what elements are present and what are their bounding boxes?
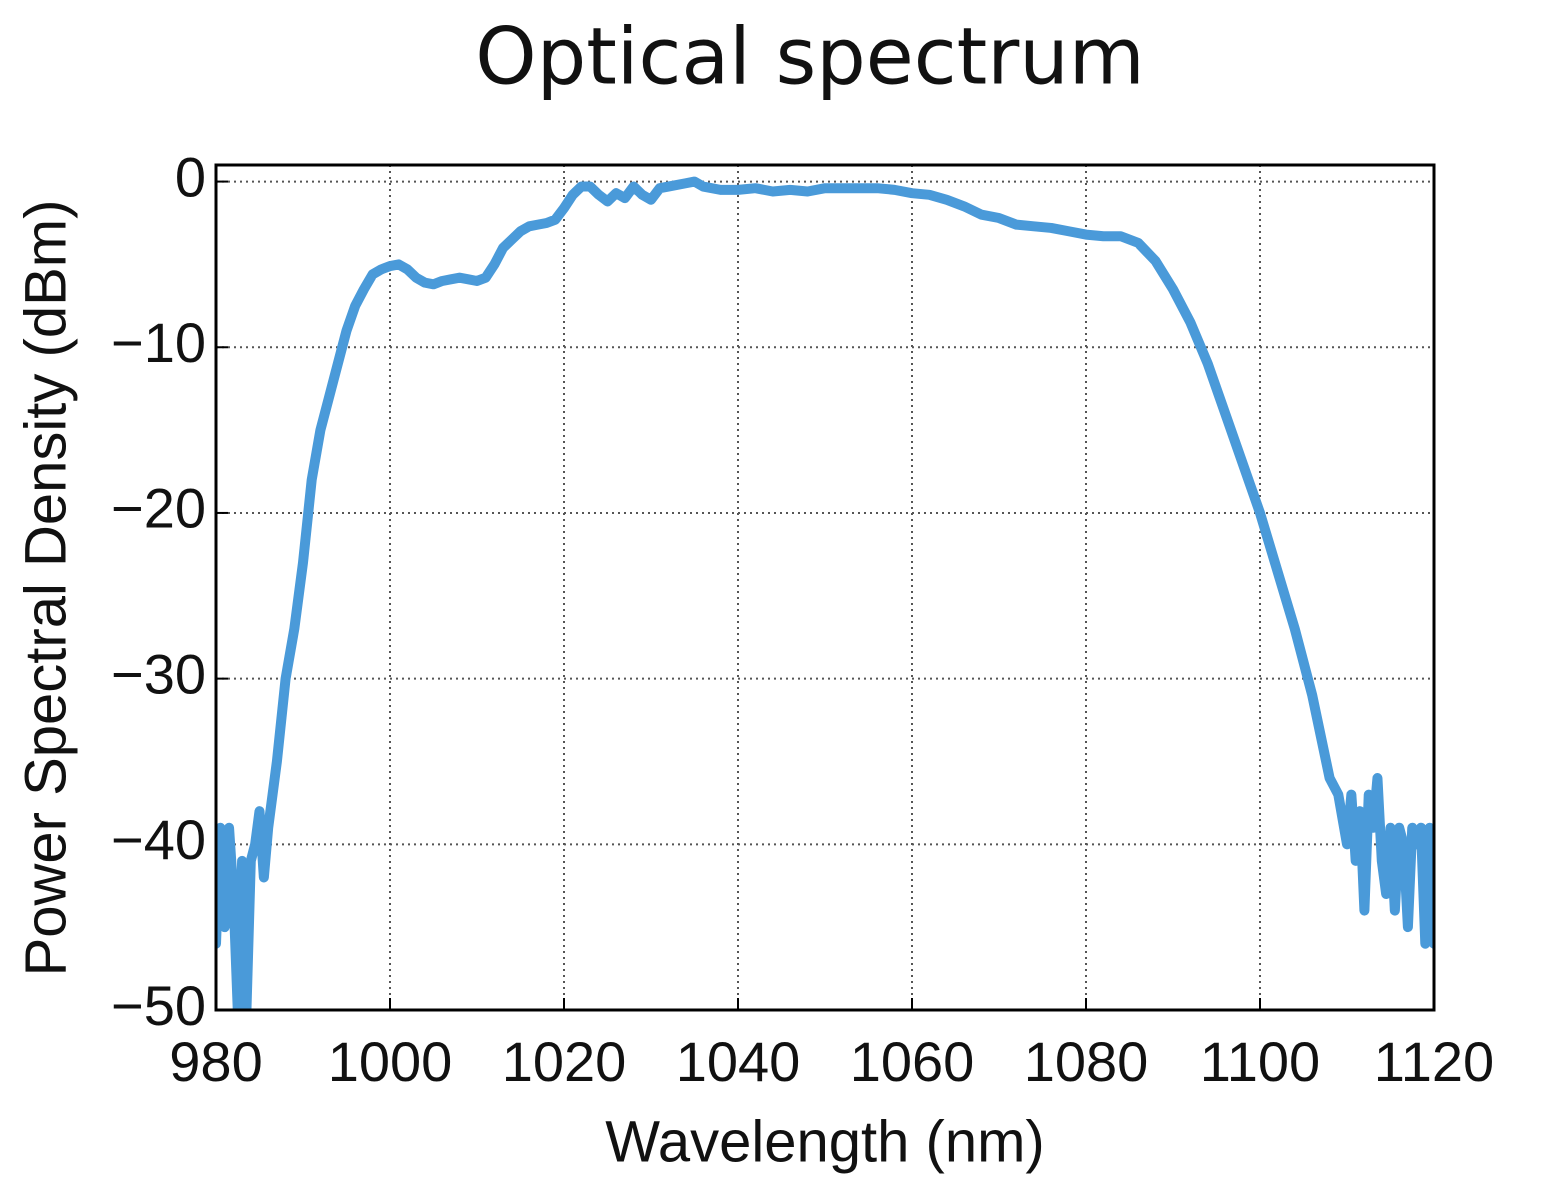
- x-tick-label: 1000: [328, 1030, 453, 1093]
- y-tick-label: 0: [175, 145, 206, 208]
- y-axis-label: Power Spectral Density (dBm): [13, 200, 78, 977]
- y-tick-label: −50: [111, 974, 206, 1037]
- spectrum-line: [216, 176, 1434, 1010]
- plot-frame: [214, 163, 1436, 1012]
- y-tick-label: −30: [111, 642, 206, 705]
- x-tick-label: 1120: [1374, 1030, 1494, 1093]
- x-tick-label: 1020: [502, 1030, 627, 1093]
- x-tick-label: 980: [169, 1030, 262, 1093]
- x-tick-label: 1060: [850, 1030, 975, 1093]
- y-tick-label: −20: [111, 477, 206, 540]
- x-axis-label: Wavelength (nm): [605, 1109, 1044, 1174]
- y-tick-label: −40: [111, 808, 206, 871]
- x-tick-label: 1040: [676, 1030, 801, 1093]
- x-tick-label: 1080: [1024, 1030, 1149, 1093]
- y-tick-label: −10: [111, 311, 206, 374]
- x-tick-label: 1100: [1200, 1030, 1320, 1093]
- chart-title: Optical spectrum: [475, 12, 1144, 102]
